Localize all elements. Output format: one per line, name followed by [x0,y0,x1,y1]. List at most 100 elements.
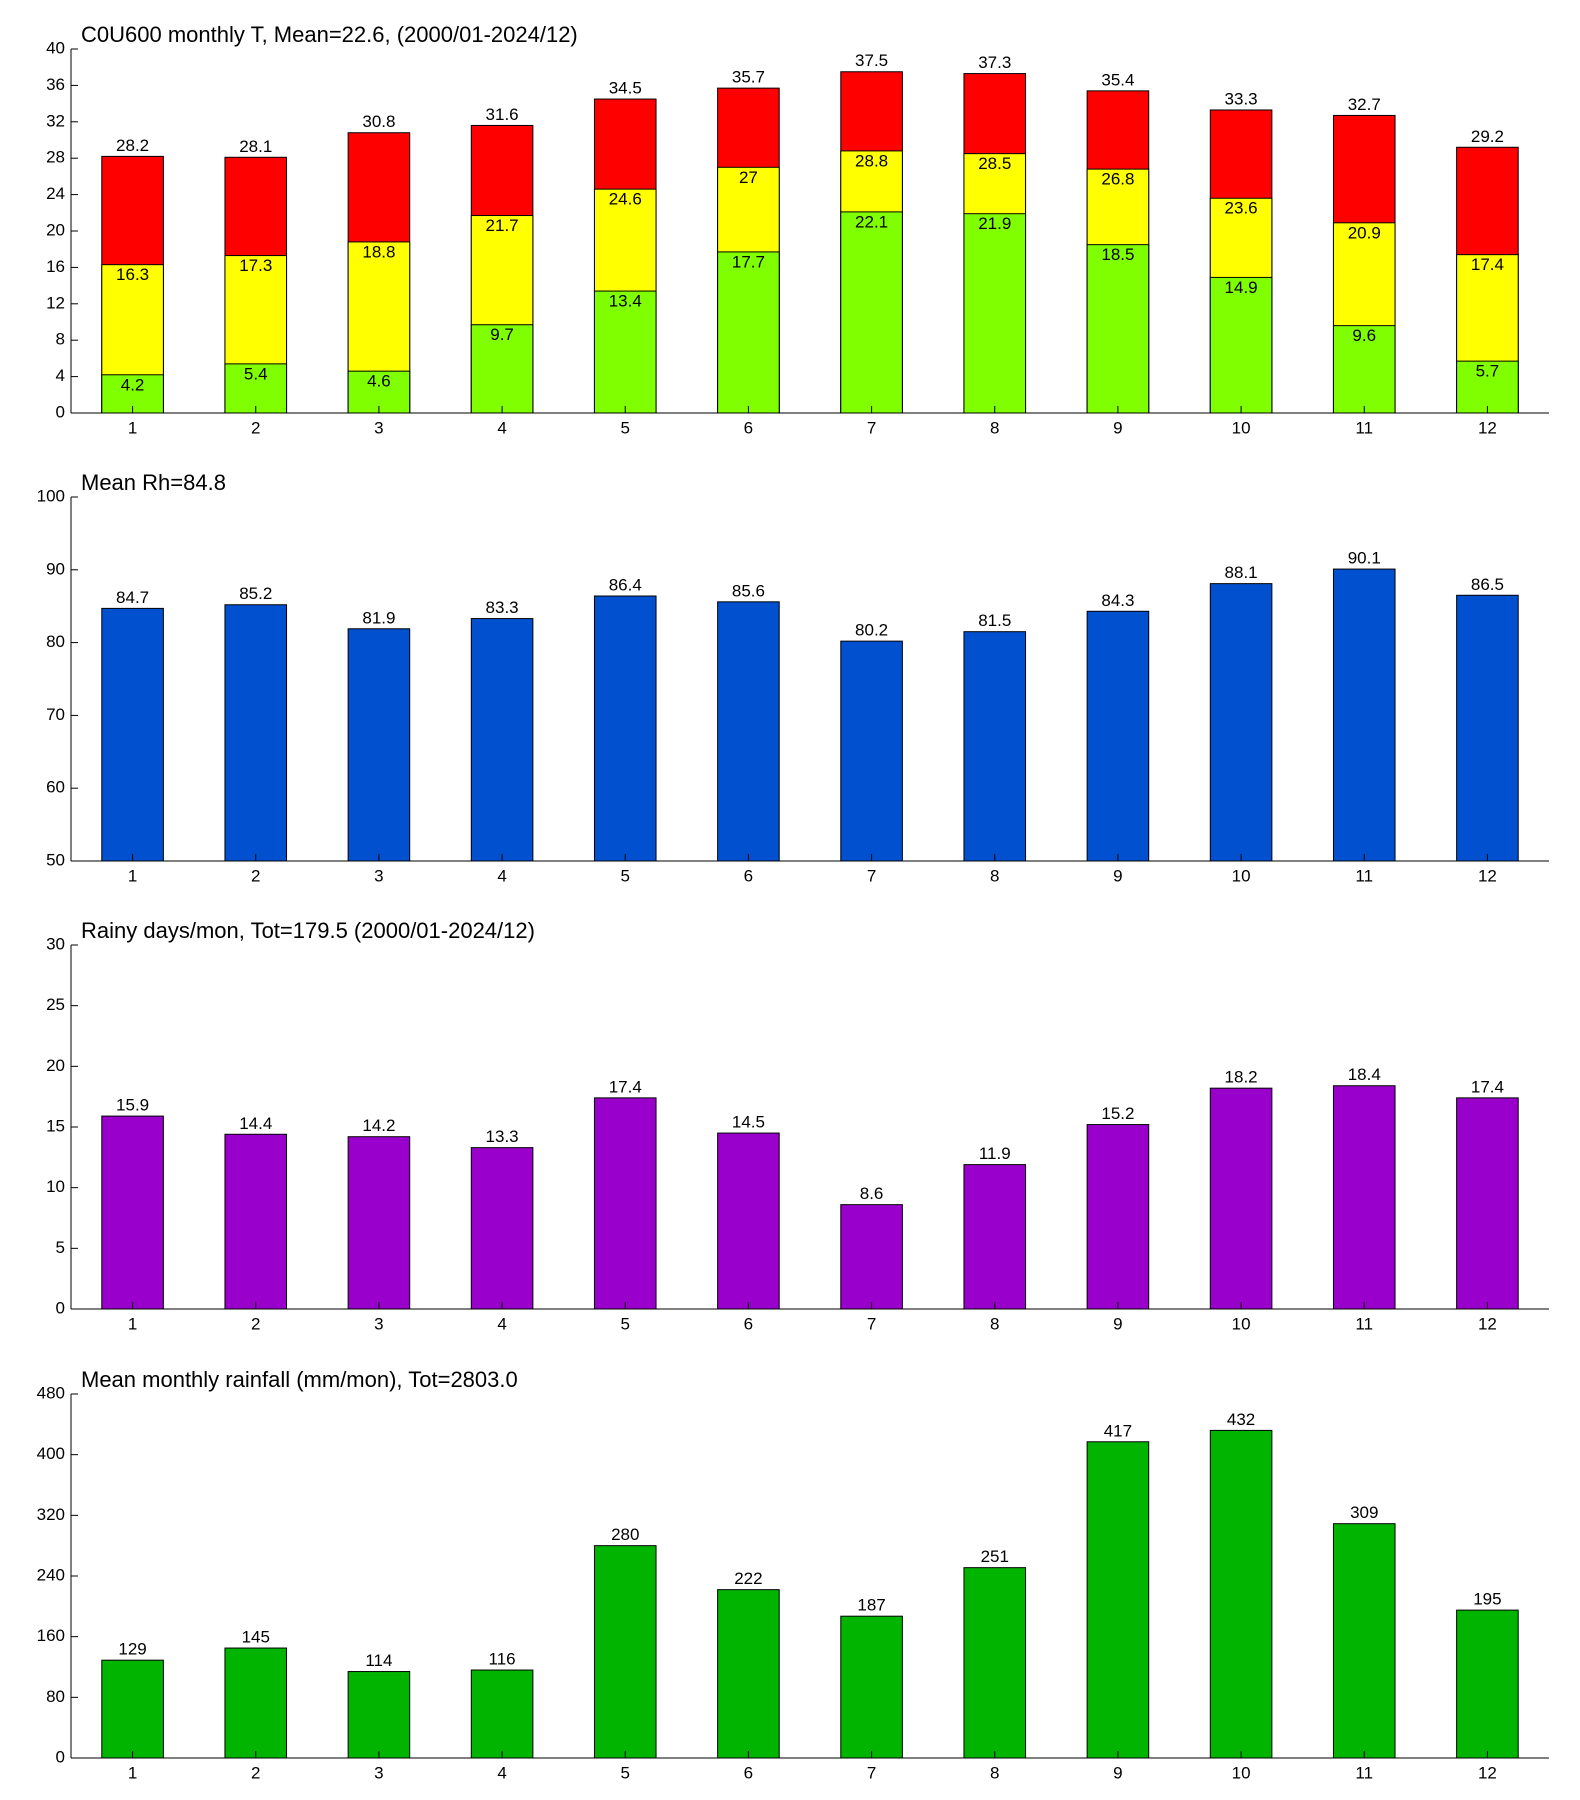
data-label: 37.3 [978,53,1011,72]
data-label: 18.4 [1348,1065,1381,1084]
bar [963,631,1027,862]
data-label: 116 [489,1650,516,1669]
y-tick-label: 80 [46,1687,65,1706]
data-label: 35.7 [732,68,765,87]
bar [470,324,534,414]
x-tick-label: 6 [744,866,753,885]
data-label: 81.5 [978,611,1011,630]
bar [593,595,657,862]
x-tick-label: 1 [128,418,137,437]
y-tick-label: 24 [46,184,65,203]
data-label: 15.9 [116,1096,149,1115]
data-label: 432 [1227,1410,1255,1429]
y-tick-label: 160 [37,1626,65,1645]
bar [840,1204,903,1310]
x-tick-label: 3 [374,1763,383,1782]
data-label: 81.9 [362,608,395,627]
y-tick-label: 15 [46,1116,65,1135]
x-tick-label: 7 [867,418,876,437]
x-tick-label: 2 [251,866,260,885]
x-tick-label: 9 [1113,1314,1122,1333]
bar [1332,568,1396,862]
bar [470,618,534,862]
data-label: 222 [734,1569,762,1588]
data-label: 28.8 [855,151,888,170]
bar [470,1147,534,1310]
bar [470,1669,534,1759]
data-label: 84.3 [1101,591,1134,610]
data-label: 417 [1104,1421,1132,1440]
y-tick-label: 90 [46,559,65,578]
x-tick-label: 11 [1355,1763,1373,1782]
data-label: 17.4 [609,1077,642,1096]
data-label: 22.1 [855,212,888,231]
x-tick-label: 3 [374,418,383,437]
x-tick-label: 11 [1355,1314,1373,1333]
bar [840,211,903,414]
bar [963,1567,1027,1759]
data-label: 35.4 [1101,70,1134,89]
data-label: 251 [981,1547,1009,1566]
x-tick-label: 2 [251,418,260,437]
y-tick-label: 0 [56,402,65,421]
x-tick-label: 12 [1478,1763,1497,1782]
data-label: 14.2 [362,1116,395,1135]
x-tick-label: 3 [374,866,383,885]
data-label: 28.5 [978,154,1011,173]
bar [963,1164,1027,1310]
data-label: 15.2 [1101,1104,1134,1123]
data-label: 18.2 [1225,1068,1258,1087]
bar [1086,1124,1150,1310]
bar [1209,1087,1273,1310]
chart-title: Mean monthly rainfall (mm/mon), Tot=2803… [81,1367,518,1392]
data-label: 84.7 [116,588,149,607]
x-tick-label: 5 [621,418,630,437]
bar [717,1132,780,1310]
y-tick-label: 40 [46,38,65,57]
x-tick-label: 5 [621,1763,630,1782]
data-label: 13.3 [486,1127,519,1146]
bar [101,1659,164,1759]
data-label: 17.4 [1471,255,1504,274]
bar [1456,1097,1519,1310]
data-label: 88.1 [1225,563,1258,582]
x-tick-label: 4 [497,866,506,885]
x-tick-label: 3 [374,1314,383,1333]
x-tick-label: 4 [497,418,506,437]
x-tick-label: 5 [621,866,630,885]
x-tick-label: 2 [251,1763,260,1782]
data-label: 37.5 [855,51,888,70]
bar [840,640,903,862]
bar [347,1671,411,1759]
bar [1332,1523,1396,1759]
data-label: 24.6 [609,190,642,209]
data-label: 18.5 [1101,245,1134,264]
data-label: 5.4 [244,364,268,383]
y-tick-label: 80 [46,632,65,651]
data-label: 27 [739,168,758,187]
x-tick-label: 10 [1232,1314,1251,1333]
x-tick-label: 10 [1232,1763,1251,1782]
data-label: 34.5 [609,79,642,98]
x-tick-label: 6 [744,418,753,437]
x-tick-label: 7 [867,866,876,885]
data-label: 90.1 [1348,549,1381,568]
x-tick-label: 1 [128,1763,137,1782]
data-label: 28.1 [239,137,272,156]
data-label: 26.8 [1101,170,1134,189]
x-tick-label: 7 [867,1314,876,1333]
y-tick-label: 28 [46,148,65,167]
data-label: 31.6 [486,105,519,124]
x-tick-label: 2 [251,1314,260,1333]
x-tick-label: 11 [1355,866,1373,885]
data-label: 85.2 [239,584,272,603]
y-tick-label: 10 [46,1177,65,1196]
x-tick-label: 4 [497,1763,506,1782]
data-label: 21.7 [486,216,519,235]
y-tick-label: 30 [46,934,65,953]
bar [101,607,164,862]
x-tick-label: 1 [128,1314,137,1333]
data-label: 16.3 [116,265,149,284]
x-tick-label: 7 [867,1763,876,1782]
x-tick-label: 9 [1113,418,1122,437]
